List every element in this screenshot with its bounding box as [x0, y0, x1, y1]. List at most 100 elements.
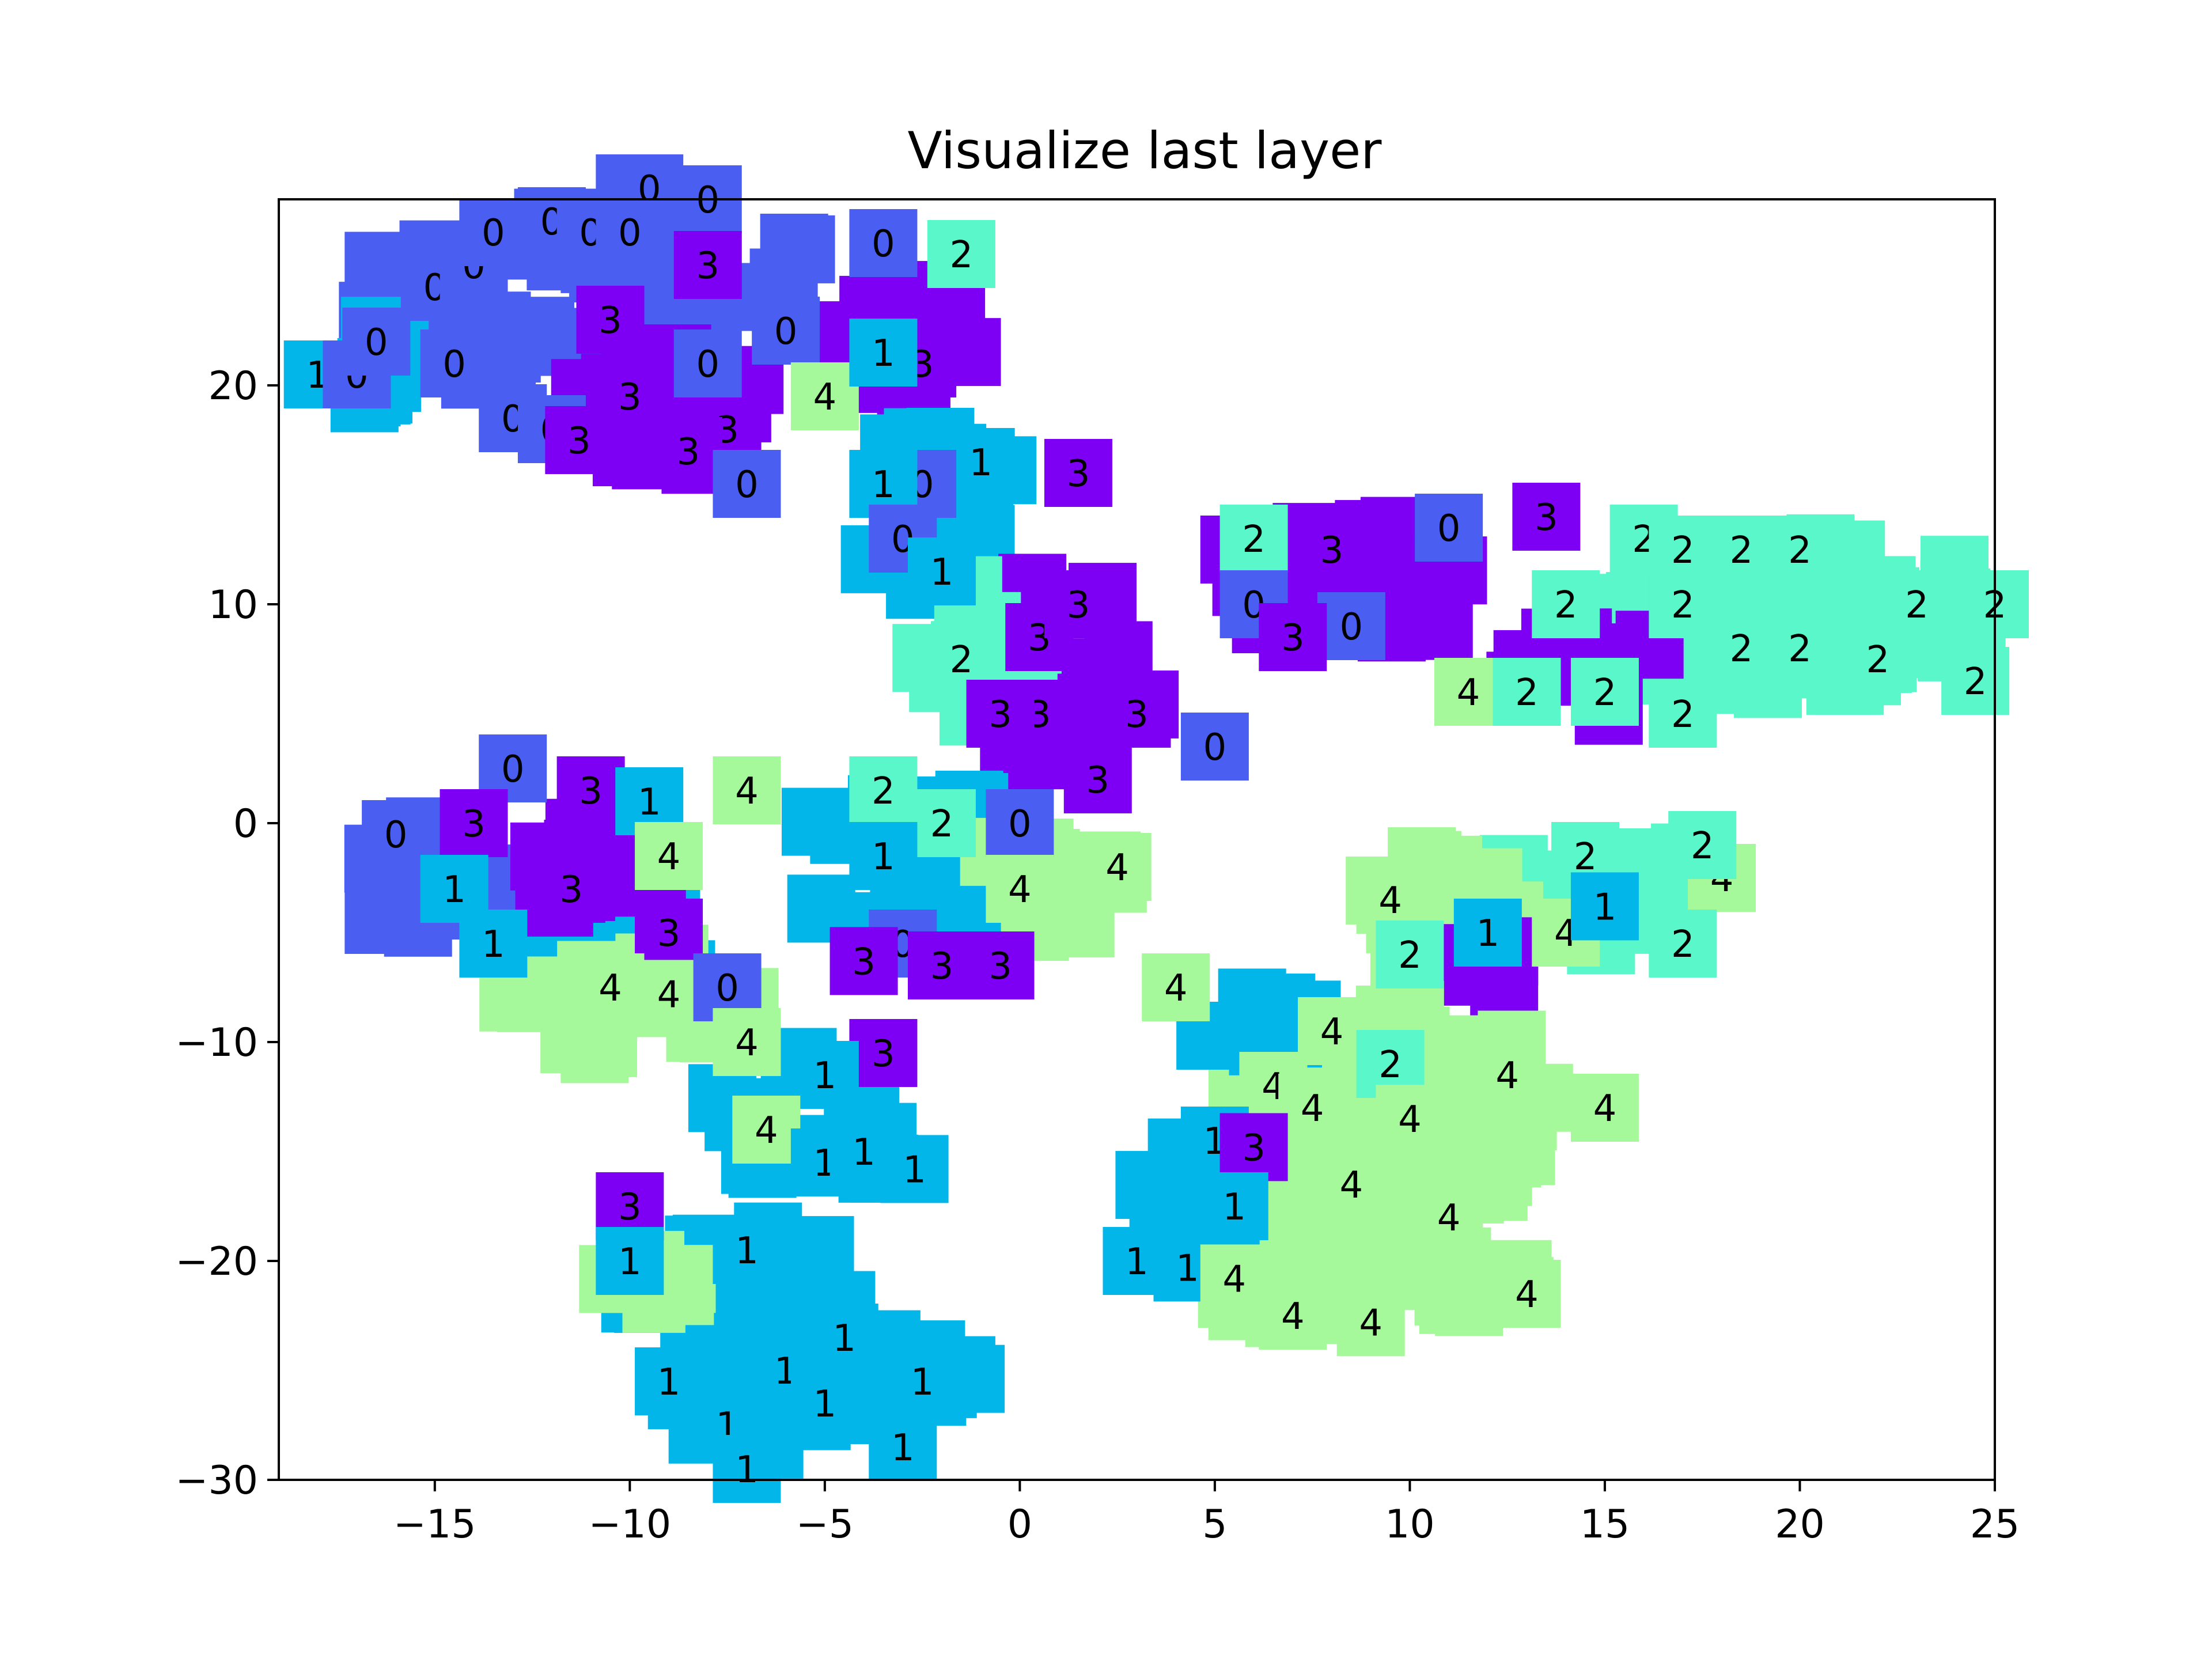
point-marker: [966, 931, 1035, 999]
point-marker: [576, 286, 645, 354]
point-101-class-1: 1: [810, 1304, 878, 1372]
y-tick-label: −20: [175, 1239, 258, 1285]
point-label: 4: [1222, 1258, 1246, 1301]
point-105-class-1: 1: [790, 1369, 859, 1437]
point-marker: [1707, 516, 1775, 584]
point-marker: [1180, 713, 1249, 781]
point-marker: [1434, 658, 1502, 726]
point-marker: [1453, 899, 1522, 967]
point-marker: [537, 855, 605, 923]
point-label: 4: [1301, 1088, 1324, 1130]
point-label: 2: [1866, 639, 1890, 681]
point-label: 1: [735, 1230, 759, 1272]
point-73-class-4: 4: [1434, 658, 1502, 726]
point-marker: [986, 855, 1054, 923]
point-117-class-2: 2: [1649, 910, 1717, 978]
point-label: 3: [567, 420, 591, 463]
point-marker: [1668, 811, 1737, 879]
point-marker: [830, 927, 898, 995]
point-label: 2: [1378, 1044, 1402, 1086]
x-tick-label: 25: [1970, 1502, 2020, 1547]
point-label: 4: [1593, 1088, 1617, 1130]
point-label: 2: [1554, 584, 1578, 627]
point-label: 2: [1691, 825, 1714, 868]
point-label: 3: [559, 869, 583, 911]
point-label: 1: [891, 1427, 915, 1469]
point-marker: [1649, 680, 1717, 748]
point-78-class-3: 3: [556, 756, 625, 824]
point-marker: [810, 1304, 878, 1372]
background-marker-class-0: [767, 215, 835, 283]
point-71-class-2: 2: [1843, 625, 1912, 693]
point-label: 2: [1671, 584, 1695, 627]
point-marker: [342, 308, 411, 376]
y-tick-label: 0: [233, 801, 258, 847]
point-21-class-0: 0: [673, 329, 742, 397]
point-label: 1: [638, 781, 661, 824]
point-marker: [635, 960, 703, 1028]
point-81-class-0: 0: [362, 800, 430, 868]
point-label: 0: [501, 748, 525, 791]
point-label: 1: [911, 1361, 934, 1404]
point-label: 3: [930, 945, 954, 988]
point-122-class-4: 4: [1570, 1074, 1639, 1142]
point-label: 2: [1964, 661, 1987, 703]
point-marker: [732, 1096, 801, 1164]
point-marker: [1142, 953, 1210, 1021]
point-marker: [1278, 1074, 1347, 1142]
point-marker: [1473, 1041, 1541, 1109]
point-label: 0: [1437, 507, 1461, 550]
point-label: 0: [442, 343, 466, 386]
plot-frame: [278, 198, 1996, 1481]
y-tick-label: 20: [208, 363, 258, 409]
point-label: 1: [657, 1361, 681, 1404]
point-45-class-4: 4: [986, 855, 1054, 923]
point-label: 1: [1222, 1186, 1246, 1229]
point-marker: [713, 1008, 781, 1076]
point-label: 4: [755, 1109, 778, 1152]
point-label: 2: [930, 803, 954, 846]
point-label: 0: [774, 310, 798, 353]
point-marker: [888, 1347, 957, 1415]
point-label: 0: [715, 967, 739, 1010]
point-label: 2: [1788, 529, 1812, 572]
point-label: 3: [657, 912, 681, 955]
x-tick-label: 5: [1202, 1502, 1227, 1547]
point-marker: [1376, 1085, 1444, 1153]
point-marker: [1298, 997, 1366, 1065]
point-56-class-3: 3: [1298, 516, 1366, 584]
point-label: 3: [852, 941, 876, 983]
point-label: 4: [813, 376, 837, 419]
x-tick-label: −5: [796, 1502, 854, 1547]
point-label: 3: [1067, 584, 1090, 627]
point-marker: [654, 417, 722, 485]
point-80-class-4: 4: [713, 756, 781, 824]
point-marker: [869, 1413, 937, 1481]
point-41-class-0: 0: [1180, 713, 1249, 781]
point-22-class-0: 0: [752, 297, 820, 365]
point-marker: [1512, 483, 1581, 551]
point-marker: [713, 1216, 781, 1284]
x-axis: −15 −10 −5 0 5 10 15 20 25: [393, 1480, 2020, 1547]
point-marker: [1317, 592, 1385, 660]
point-87-class-1: 1: [459, 910, 528, 978]
point-72-class-2: 2: [1941, 647, 2010, 715]
point-label: 4: [1320, 1011, 1344, 1054]
point-marker: [1570, 1074, 1639, 1142]
point-100-class-1: 1: [713, 1216, 781, 1284]
point-29-class-1: 1: [946, 428, 1015, 496]
point-marker: [1336, 1288, 1405, 1357]
point-label: 2: [1574, 836, 1597, 878]
point-label: 2: [1671, 529, 1695, 572]
point-label: 3: [988, 945, 1012, 988]
point-label: 1: [482, 923, 505, 966]
point-34-class-1: 1: [907, 537, 976, 605]
point-124-class-4: 4: [1278, 1074, 1347, 1142]
point-label: 3: [1281, 617, 1305, 660]
point-marker: [635, 822, 703, 890]
point-40-class-3: 3: [1103, 680, 1171, 748]
point-label: 1: [442, 869, 466, 911]
point-marker: [907, 537, 976, 605]
y-tick-label: 10: [208, 582, 258, 628]
